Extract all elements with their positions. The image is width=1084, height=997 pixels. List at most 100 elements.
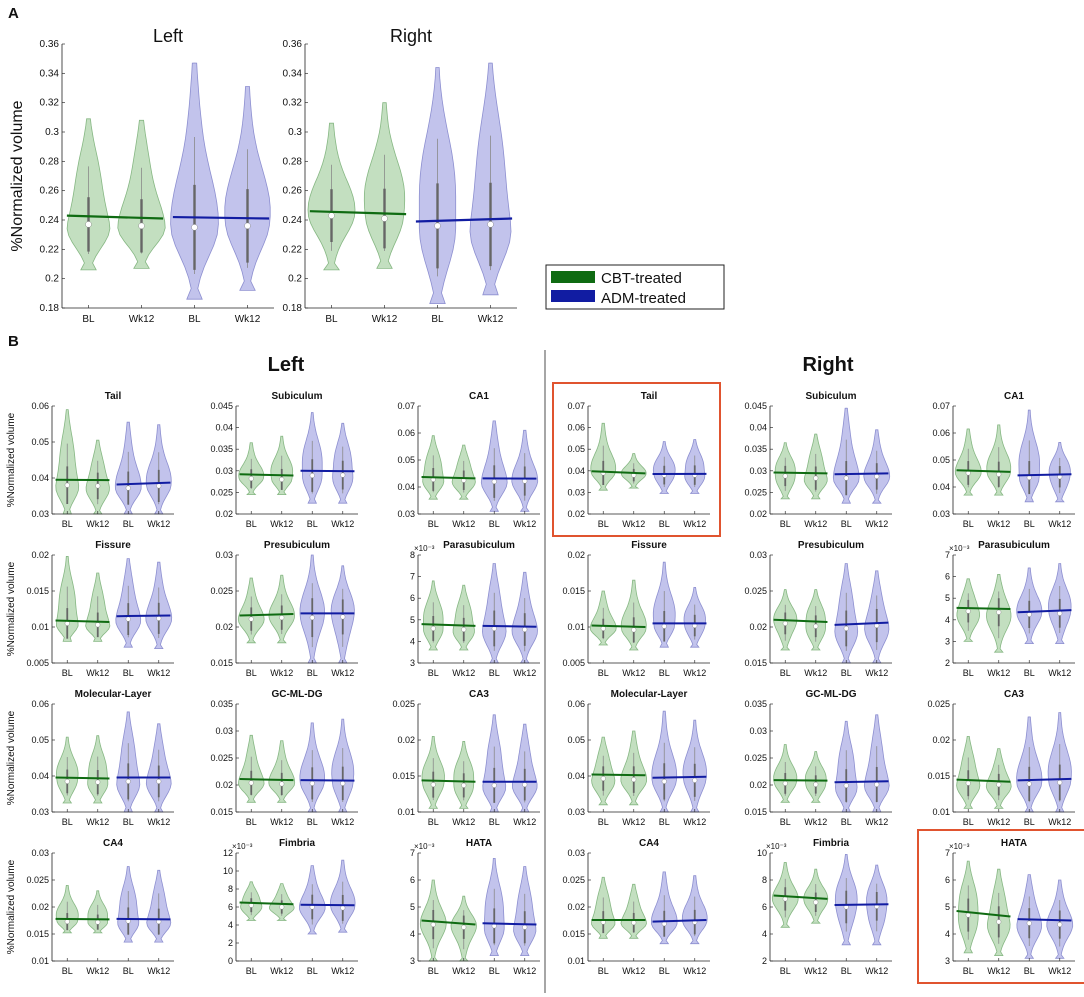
x-tick-label: Wk12: [270, 519, 293, 529]
y-tick-label: 0.015: [210, 807, 233, 817]
median-dot: [782, 620, 788, 626]
legend-swatch-cbt: [551, 271, 595, 283]
plot-title: Fissure: [95, 540, 131, 551]
median-dot: [248, 780, 254, 786]
y-tick-label: 0.03: [567, 807, 585, 817]
median-dot: [156, 615, 162, 621]
y-axis-label: %Normalized volume: [6, 561, 17, 656]
y-tick-label: 0.025: [562, 875, 585, 885]
x-tick-label: BL: [62, 668, 73, 678]
mean-line-CBT-treated: [239, 473, 294, 477]
y-tick-label: 0.03: [749, 726, 767, 736]
y-tick-label: 5: [410, 902, 415, 912]
y-tick-label: 6: [762, 902, 767, 912]
y-tick-label: 0.28: [283, 156, 303, 167]
y-tick-label: 0.035: [210, 699, 233, 709]
median-dot: [522, 782, 528, 788]
plot-L-Tail: Tail 0.03 0.04 0.05 0.06 %Normalized volume BL…: [6, 391, 174, 529]
x-tick-label: Wk12: [622, 668, 645, 678]
median-dot: [813, 781, 819, 787]
x-tick-label: Wk12: [1048, 966, 1071, 976]
median-dot: [996, 471, 1002, 477]
mean-line-CBT-treated: [591, 470, 646, 475]
median-dot: [156, 483, 162, 489]
plot-R-Presubiculum: Presubiculum 0.015 0.02 0.025 0.03 BL Wk12 BL Wk…: [744, 540, 892, 678]
mean-line-CBT-treated: [239, 778, 294, 782]
median-dot: [1026, 781, 1032, 787]
x-tick-label: BL: [841, 519, 852, 529]
y-tick-label: 3: [945, 636, 950, 646]
mean-line-ADM-treated: [1017, 918, 1072, 922]
plot-L-HATA: HATA 3 4 5 6 7×10⁻³ BL Wk12 BL Wk12: [410, 838, 540, 976]
y-tick-label: 2: [228, 938, 233, 948]
x-tick-label: Wk12: [331, 966, 354, 976]
x-tick-label: Wk12: [987, 519, 1010, 529]
plot-A-right: Right 0.18 0.2 0.22 0.24 0.26 0.28 0.3 0.32 0.34 0…: [283, 26, 517, 325]
median-dot: [461, 782, 467, 788]
median-dot: [125, 778, 131, 784]
y-tick-label: 0.18: [283, 303, 303, 314]
x-tick-label: Wk12: [683, 817, 706, 827]
plot-title: Tail: [641, 391, 658, 402]
median-dot: [309, 780, 315, 786]
y-tick-label: 0.015: [562, 929, 585, 939]
median-dot: [692, 777, 698, 783]
plot-title: Molecular-Layer: [611, 689, 688, 700]
y-tick-label: 10: [757, 848, 767, 858]
y-tick-label: 0.025: [744, 586, 767, 596]
median-dot: [138, 222, 145, 230]
y-tick-label: 0.34: [40, 68, 60, 79]
panel-label-b: B: [8, 333, 19, 350]
y-tick-label: 0.02: [31, 550, 49, 560]
x-tick-label: Wk12: [865, 966, 888, 976]
y-tick-label: 0.02: [932, 735, 950, 745]
y-tick-label: 0.06: [932, 428, 950, 438]
plot-title: CA3: [1004, 689, 1024, 700]
x-tick-label: BL: [659, 668, 670, 678]
plot-R-Fimbria: Fimbria 2 4 6 8 10×10⁻³ BL Wk12 BL Wk12: [757, 838, 892, 976]
y-tick-label: 0.025: [210, 753, 233, 763]
y-tick-label: 0.02: [215, 509, 233, 519]
y-tick-label: 0.04: [567, 466, 585, 476]
x-tick-label: Wk12: [86, 519, 109, 529]
x-tick-label: BL: [431, 314, 444, 325]
y-tick-label: 0.02: [31, 902, 49, 912]
x-tick-label: Wk12: [1048, 817, 1071, 827]
legend-label-adm: ADM-treated: [601, 290, 686, 307]
x-tick-label: BL: [598, 817, 609, 827]
y-tick-label: 6: [410, 875, 415, 885]
mean-line-ADM-treated: [834, 621, 889, 626]
y-tick-label: 0.04: [932, 482, 950, 492]
x-tick-label: Wk12: [683, 668, 706, 678]
mean-line-ADM-treated: [1017, 777, 1072, 782]
plot-R-Subiculum: Subiculum 0.02 0.025 0.03 0.035 0.04 0.045 BL Wk…: [744, 391, 892, 529]
plot-title: CA1: [1004, 391, 1024, 402]
y-tick-label: 3: [945, 956, 950, 966]
y-tick-label: 0.36: [283, 39, 303, 50]
y-tick-label: 0.015: [744, 807, 767, 817]
y-tick-label: 8: [228, 884, 233, 894]
plot-title: Fimbria: [813, 838, 850, 849]
y-axis-label: %Normalized volume: [9, 100, 26, 251]
x-tick-label: Wk12: [129, 314, 155, 325]
y-tick-label: 0.02: [567, 550, 585, 560]
x-tick-label: Wk12: [331, 668, 354, 678]
median-dot: [782, 473, 788, 479]
x-tick-label: Wk12: [452, 668, 475, 678]
mean-line-ADM-treated: [834, 472, 889, 476]
x-tick-label: BL: [246, 668, 257, 678]
y-tick-label: 0.36: [40, 39, 60, 50]
x-tick-label: Wk12: [270, 817, 293, 827]
median-dot: [340, 472, 346, 478]
y-tick-label: 5: [945, 593, 950, 603]
x-tick-label: Wk12: [235, 314, 261, 325]
y-axis-label: %Normalized volume: [6, 710, 17, 805]
y-tick-label: 4: [762, 929, 767, 939]
y-tick-label: 0.02: [567, 509, 585, 519]
median-dot: [64, 778, 70, 784]
mean-line-CBT-treated: [773, 618, 828, 623]
mean-line-CBT-treated: [591, 624, 646, 628]
y-tick-label: 0.2: [288, 274, 302, 285]
x-tick-label: BL: [963, 519, 974, 529]
x-tick-label: Wk12: [270, 668, 293, 678]
